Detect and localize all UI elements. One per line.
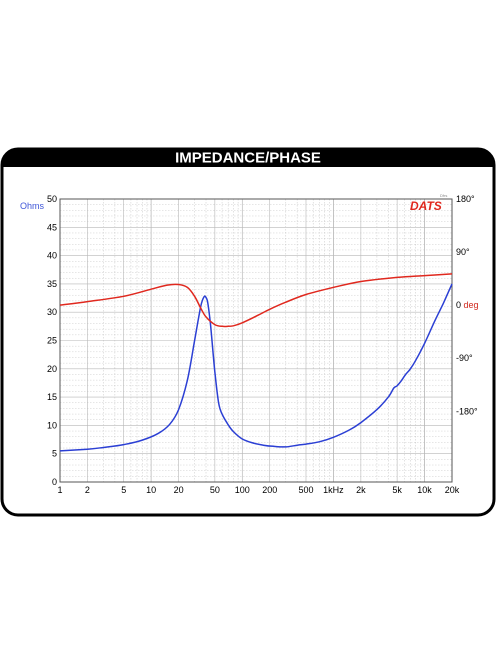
right-y-tick-label: 0 deg: [456, 300, 479, 310]
phase-unit-label: deg: [464, 300, 479, 310]
dats-logo: DATS: [410, 199, 442, 213]
x-tick-label: 50: [210, 485, 220, 495]
chart-series: [59, 273, 453, 452]
left-y-tick-label: 35: [47, 279, 57, 289]
left-y-tick-label: 15: [47, 392, 57, 402]
phase-zero-value: 0: [456, 300, 464, 310]
right-axis-tick-labels: 180° 90° 0 deg -90° -180°: [456, 194, 479, 416]
x-tick-label: 10: [146, 485, 156, 495]
phase-curve: [59, 273, 453, 328]
left-y-tick-label: 5: [52, 449, 57, 459]
x-tick-label: 100: [235, 485, 250, 495]
right-y-tick-label: 180°: [456, 194, 475, 204]
plot-border: [59, 198, 453, 483]
right-y-tick-label: -90°: [456, 353, 473, 363]
left-y-tick-label: 0: [52, 477, 57, 487]
x-tick-label: 200: [262, 485, 277, 495]
right-y-tick-label: -180°: [456, 406, 478, 416]
x-tick-label: 5k: [392, 485, 402, 495]
left-axis-title: Ohms: [20, 201, 45, 211]
left-y-tick-label: 45: [47, 222, 57, 232]
left-axis-tick-labels: 0 5 10 15 20 25 30 35 40 45 50: [47, 194, 57, 487]
x-tick-label: 20k: [445, 485, 460, 495]
x-tick-label: 1: [57, 485, 62, 495]
impedance-curve: [59, 283, 453, 452]
left-y-tick-label: 40: [47, 251, 57, 261]
left-y-tick-label: 10: [47, 420, 57, 430]
x-tick-label: 500: [298, 485, 313, 495]
left-y-tick-label: 20: [47, 364, 57, 374]
left-y-tick-label: 30: [47, 307, 57, 317]
left-y-tick-label: 25: [47, 336, 57, 346]
x-tick-label: 5: [121, 485, 126, 495]
x-tick-label: 20: [174, 485, 184, 495]
right-y-tick-label: 90°: [456, 247, 470, 257]
x-tick-label: 10k: [417, 485, 432, 495]
x-axis-tick-labels: 1 2 5 10 20 50 100 200 500 1kHz 2k 5k 10k 20k: [57, 485, 459, 495]
dats-logo-small-text: Dfrs: [440, 193, 447, 198]
title-bar: [2, 149, 494, 167]
x-tick-label: 2k: [356, 485, 366, 495]
chart-title: IMPEDANCE/PHASE: [175, 150, 321, 167]
impedance-phase-panel: IMPEDANCE/PHASE 1 2 5 10 20 50 100 200 500 1kHz 2k…: [0, 147, 496, 517]
x-tick-label: 1kHz: [323, 485, 344, 495]
x-tick-label: 2: [85, 485, 90, 495]
left-y-tick-label: 50: [47, 194, 57, 204]
